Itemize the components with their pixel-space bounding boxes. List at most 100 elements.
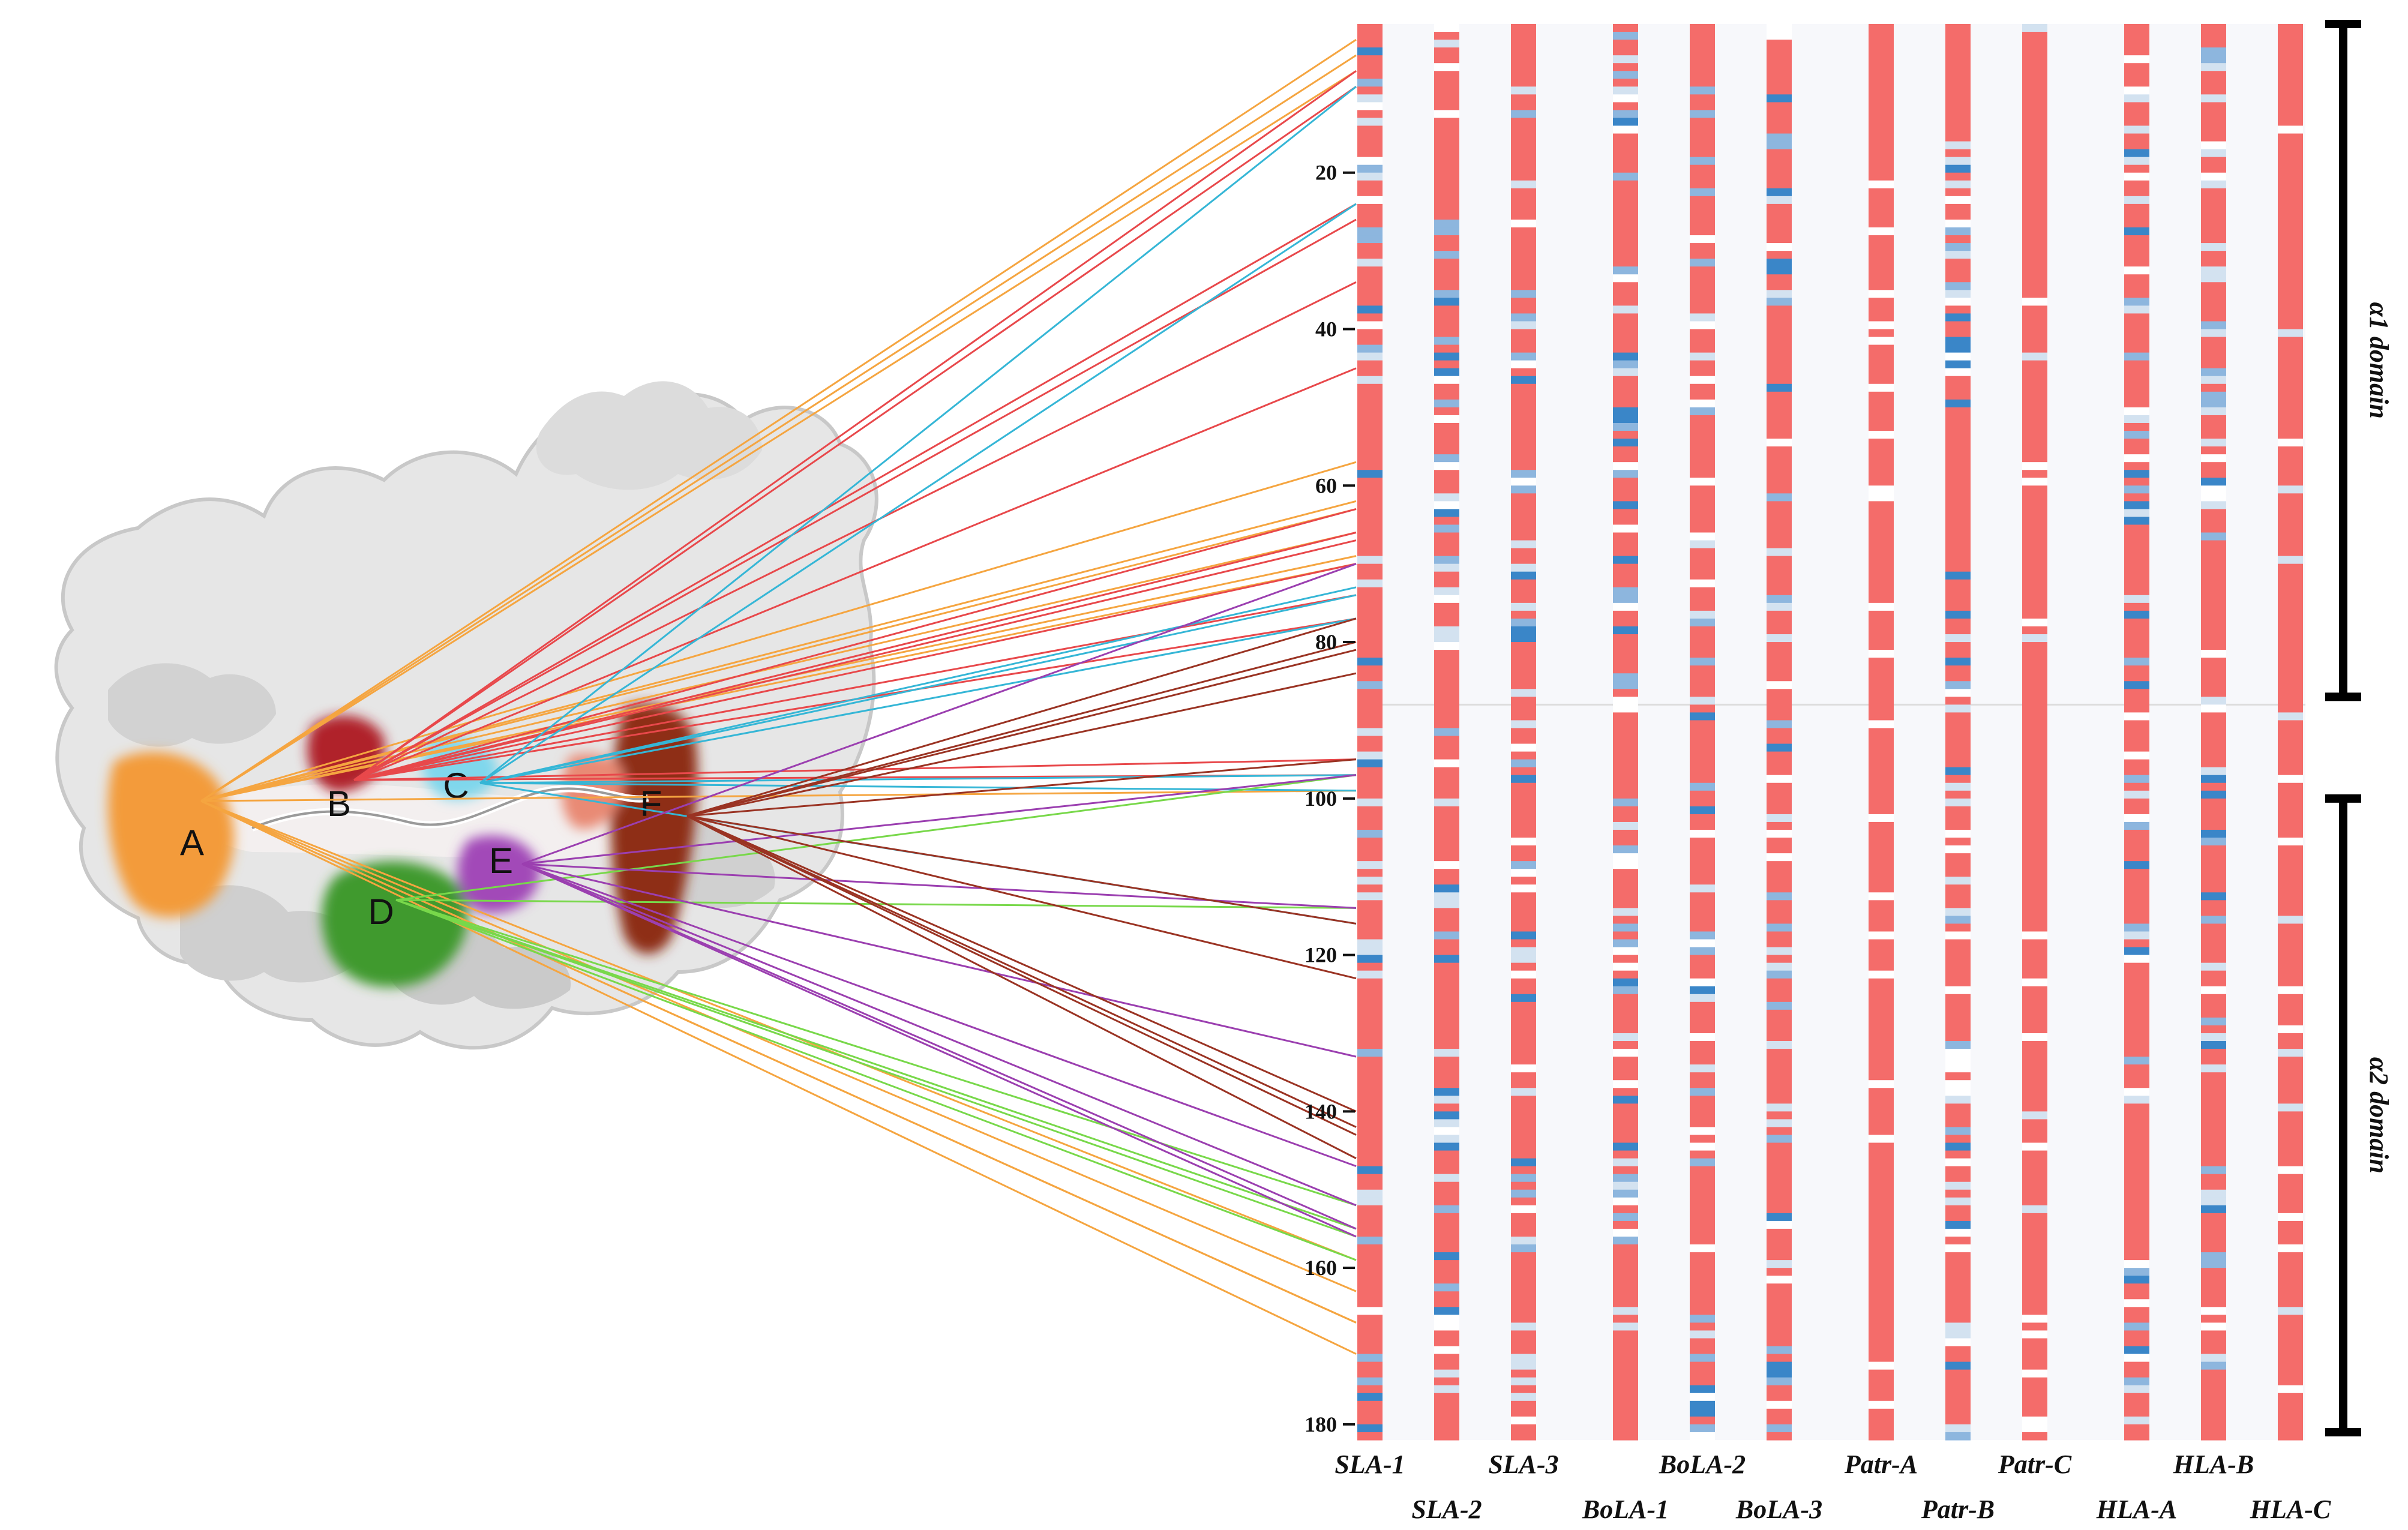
heatmap-cell xyxy=(2022,673,2047,682)
heatmap-cell xyxy=(2022,125,2047,134)
heatmap-cell xyxy=(2278,563,2303,572)
heatmap-cell xyxy=(1945,1041,1971,1049)
heatmap-cell xyxy=(2278,446,2303,455)
heatmap-cell xyxy=(1434,376,1459,385)
heatmap-cell xyxy=(1511,1072,1536,1081)
heatmap-cell xyxy=(2201,376,2226,385)
heatmap-cell xyxy=(1869,1057,1894,1065)
heatmap-cell xyxy=(1357,955,1383,964)
heatmap-cell xyxy=(1357,877,1383,885)
heatmap-cell xyxy=(1613,344,1638,353)
connector-line-a xyxy=(200,800,1357,1292)
heatmap-cell xyxy=(1434,892,1459,901)
heatmap-cell xyxy=(1511,1033,1536,1042)
heatmap-cell xyxy=(1767,658,1792,666)
heatmap-cell xyxy=(2124,571,2149,580)
heatmap-cell xyxy=(1869,1072,1894,1081)
heatmap-cell xyxy=(1613,1377,1638,1386)
heatmap-cell xyxy=(2124,47,2149,56)
heatmap-cell xyxy=(1613,446,1638,455)
heatmap-cell xyxy=(2278,352,2303,361)
heatmap-cell xyxy=(2022,931,2047,940)
connector-line-a xyxy=(200,800,1357,1324)
heatmap-cell xyxy=(1945,775,1971,784)
heatmap-cell xyxy=(1869,1252,1894,1261)
heatmap-cell xyxy=(1690,133,1715,142)
heatmap-cell xyxy=(1357,118,1383,127)
heatmap-cell xyxy=(1690,1322,1715,1331)
heatmap-cell xyxy=(2278,970,2303,979)
heatmap-cell xyxy=(2278,407,2303,416)
heatmap-cell xyxy=(1945,180,1971,189)
heatmap-cell xyxy=(1511,1416,1536,1425)
heatmap-cell xyxy=(1869,1315,1894,1324)
heatmap-cell xyxy=(1869,1001,1894,1010)
heatmap-cell xyxy=(1511,548,1536,557)
heatmap-cell xyxy=(1767,821,1792,830)
heatmap-cell xyxy=(1945,196,1971,205)
heatmap-cell xyxy=(1869,509,1894,518)
heatmap-cell xyxy=(1767,422,1792,431)
heatmap-cell xyxy=(1357,305,1383,314)
heatmap-cell xyxy=(1767,681,1792,689)
heatmap-cell xyxy=(1767,1291,1792,1300)
heatmap-cell xyxy=(1434,203,1459,212)
heatmap-cell xyxy=(2201,736,2226,745)
heatmap-cell xyxy=(1434,861,1459,869)
heatmap-cell xyxy=(1869,329,1894,338)
heatmap-cell xyxy=(1511,775,1536,784)
heatmap-column-hla-b xyxy=(2201,24,2226,1441)
heatmap-cell xyxy=(1869,125,1894,134)
heatmap-cell xyxy=(1613,994,1638,1003)
heatmap-cell xyxy=(1357,1103,1383,1112)
heatmap-column-hla-a xyxy=(2124,24,2149,1441)
heatmap-cell xyxy=(1690,368,1715,377)
heatmap-cell xyxy=(1434,149,1459,158)
heatmap-cell xyxy=(1690,1260,1715,1268)
heatmap-cell xyxy=(2022,172,2047,181)
heatmap-cell xyxy=(2022,532,2047,541)
heatmap-cell xyxy=(1511,782,1536,791)
heatmap-cell xyxy=(2124,40,2149,48)
heatmap-cell xyxy=(1434,673,1459,682)
heatmap-cell xyxy=(1690,1393,1715,1402)
heatmap-cell xyxy=(1434,782,1459,791)
heatmap-cell xyxy=(1767,1330,1792,1339)
heatmap-cell xyxy=(1613,329,1638,338)
heatmap-cell xyxy=(1357,978,1383,987)
heatmap-cell xyxy=(1767,164,1792,173)
heatmap-cell xyxy=(2022,509,2047,518)
heatmap-cell xyxy=(1434,947,1459,956)
heatmap-cell xyxy=(2124,439,2149,447)
heatmap-cell xyxy=(1767,517,1792,526)
heatmap-cell xyxy=(1357,681,1383,689)
heatmap-cell xyxy=(2124,845,2149,854)
heatmap-cell xyxy=(1945,916,1971,925)
heatmap-cell xyxy=(2201,704,2226,713)
heatmap-cell xyxy=(1434,164,1459,173)
heatmap-cell xyxy=(2022,782,2047,791)
heatmap-cell xyxy=(2278,47,2303,56)
heatmap-cell xyxy=(1690,305,1715,314)
heatmap-cell xyxy=(1869,806,1894,815)
heatmap-cell xyxy=(2201,133,2226,142)
heatmap-cell xyxy=(1511,1213,1536,1222)
heatmap-cell xyxy=(1613,493,1638,502)
heatmap-cell xyxy=(1613,422,1638,431)
heatmap-cell xyxy=(1434,454,1459,463)
heatmap-cell xyxy=(1511,869,1536,877)
heatmap-cell xyxy=(1511,931,1536,940)
heatmap-cell xyxy=(1869,697,1894,705)
heatmap-cell xyxy=(1767,1236,1792,1245)
heatmap-cell xyxy=(1945,602,1971,611)
heatmap-cell xyxy=(1613,806,1638,815)
heatmap-cell xyxy=(2278,618,2303,627)
heatmap-cell xyxy=(1357,524,1383,533)
heatmap-cell xyxy=(1945,532,1971,541)
heatmap-cell xyxy=(2201,1001,2226,1010)
heatmap-cell xyxy=(1357,1025,1383,1034)
heatmap-cell xyxy=(2278,40,2303,48)
heatmap-cell xyxy=(1869,118,1894,127)
heatmap-cell xyxy=(2278,681,2303,689)
heatmap-cell xyxy=(1945,1213,1971,1222)
